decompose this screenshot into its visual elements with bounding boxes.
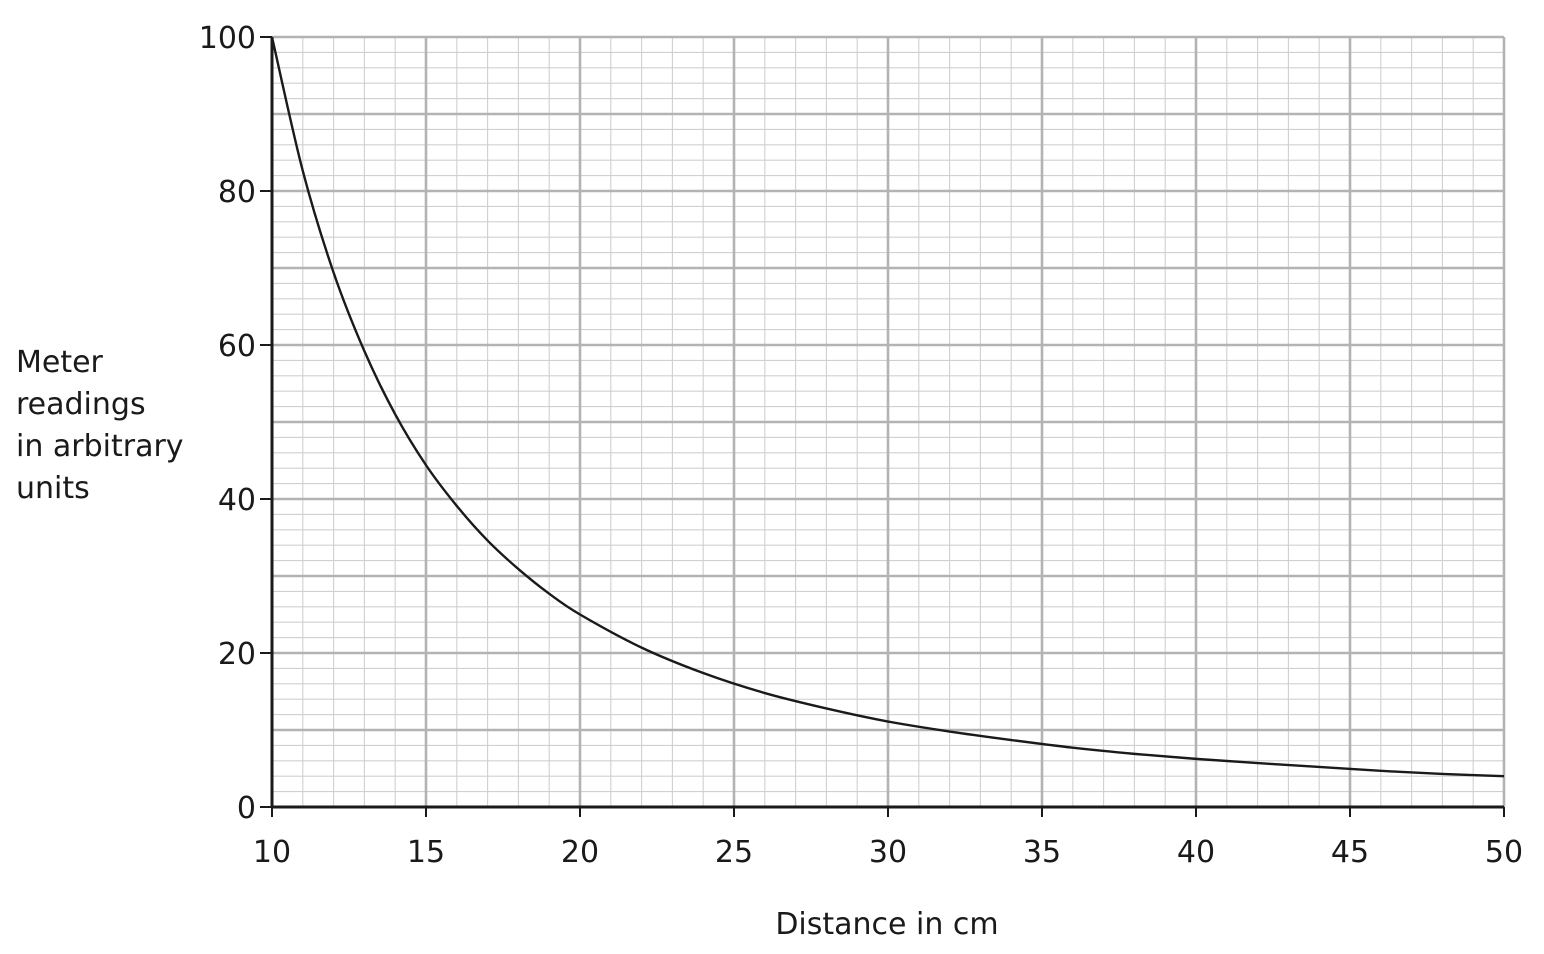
y-tick-label: 20	[218, 637, 256, 672]
y-tick-label: 80	[218, 175, 256, 210]
y-tick-label: 0	[237, 791, 256, 826]
x-tick-label: 30	[869, 835, 907, 870]
x-axis-title: Distance in cm	[775, 907, 998, 942]
y-axis-label-line-1: Meter	[16, 345, 104, 380]
x-tick-label: 35	[1023, 835, 1061, 870]
x-tick-label: 25	[715, 835, 753, 870]
x-tick-label: 10	[253, 835, 291, 870]
y-axis-label-line-4: units	[16, 471, 90, 506]
y-axis-label-line-3: in arbitrary	[16, 429, 184, 464]
y-axis-label-line-2: readings	[16, 387, 146, 422]
y-tick-label: 60	[218, 329, 256, 364]
axis-ticks: 10 15 20 25 30 35 40 45 50 0 20 40 60 80 100	[199, 21, 1523, 870]
data-curve	[270, 36, 1505, 778]
x-tick-label: 15	[407, 835, 445, 870]
x-tick-label: 50	[1485, 835, 1523, 870]
plot-area	[270, 36, 1505, 778]
x-tick-label: 45	[1331, 835, 1369, 870]
y-tick-label: 100	[199, 21, 256, 56]
x-tick-label: 20	[561, 835, 599, 870]
y-tick-label: 40	[218, 483, 256, 518]
x-tick-label: 40	[1177, 835, 1215, 870]
